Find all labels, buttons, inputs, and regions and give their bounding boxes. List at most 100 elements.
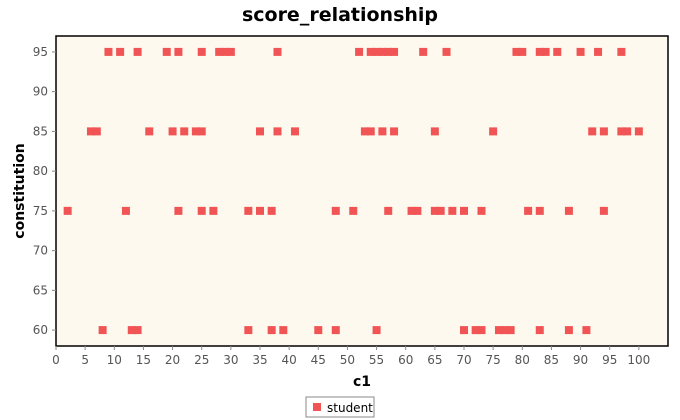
data-point [594,47,603,56]
data-point [197,47,206,56]
x-tick-label: 60 [398,353,413,367]
data-point [512,47,521,56]
data-point [174,47,183,56]
x-tick-label: 5 [81,353,89,367]
data-point [366,127,375,136]
data-point [116,47,125,56]
y-tick-label: 70 [33,244,48,258]
data-point [518,47,527,56]
data-point [104,47,113,56]
data-point [372,326,381,335]
data-point [349,206,358,215]
x-tick-label: 50 [340,353,355,367]
legend-box [305,396,375,418]
data-point [221,47,230,56]
data-point [378,47,387,56]
data-point [471,326,480,335]
data-point [489,127,498,136]
y-tick-label: 90 [33,85,48,99]
data-point [599,127,608,136]
data-point [535,326,544,335]
data-point [599,206,608,215]
data-point [127,326,136,335]
legend-marker-student [313,403,321,411]
data-point [436,206,445,215]
data-point [477,206,486,215]
data-point [273,47,282,56]
x-axis-label: c1 [353,374,371,390]
x-tick-label: 20 [165,353,180,367]
data-point [506,326,515,335]
data-point [267,326,276,335]
data-point [535,206,544,215]
data-point [477,326,486,335]
x-tick-label: 100 [627,353,650,367]
data-point [360,127,369,136]
x-tick-label: 65 [427,353,442,367]
data-point [617,47,626,56]
data-point [209,206,218,215]
data-point [430,206,439,215]
data-point [331,326,340,335]
legend: student [305,396,375,418]
data-point [576,47,585,56]
data-point [535,47,544,56]
data-point [63,206,72,215]
data-point [256,127,264,136]
data-point [180,127,189,136]
data-point [564,326,573,335]
data-point [634,127,643,136]
data-point [582,326,591,335]
data-point [541,47,550,56]
legend-label-student: student [327,401,373,415]
x-tick-label: 35 [252,353,267,367]
y-tick-label: 85 [33,124,48,138]
data-point [267,206,276,215]
chart-title: score_relationship [242,4,438,26]
data-point [244,326,253,335]
x-tick-label: 80 [515,353,530,367]
data-point [133,326,142,335]
data-point [279,326,288,335]
data-point [121,206,130,215]
data-point [372,47,381,56]
data-point [407,206,416,215]
data-point [524,206,533,215]
data-point [273,127,282,136]
data-point [500,326,509,335]
x-tick-label: 75 [486,353,501,367]
data-point [331,206,340,215]
y-axis-label: constitution [12,143,28,238]
x-axis: 0 5 10 15 20 25 30 35 40 45 50 55 60 65 70 75 80 85 90 95 10… [52,346,650,367]
data-point [430,127,439,136]
x-tick-label: 30 [223,353,238,367]
data-point [256,206,264,215]
x-tick-label: 85 [544,353,559,367]
data-point [460,326,468,335]
data-point [145,127,154,136]
data-point [623,127,632,136]
data-point [174,206,183,215]
y-tick-label: 60 [33,323,48,337]
x-tick-label: 0 [52,353,60,367]
data-point [197,127,206,136]
data-point [290,127,299,136]
data-point [419,47,428,56]
x-tick-label: 90 [573,353,588,367]
data-point [413,206,422,215]
data-point [588,127,597,136]
x-tick-label: 70 [456,353,471,367]
data-point [168,127,177,136]
data-point [162,47,171,56]
x-tick-label: 95 [602,353,617,367]
data-point [390,127,399,136]
data-point [197,206,206,215]
y-axis: 60 65 70 75 80 85 90 95 [33,45,56,337]
data-point [191,127,200,136]
data-point [448,206,457,215]
data-point [226,47,235,56]
data-point [133,47,142,56]
x-tick-label: 40 [282,353,297,367]
x-tick-label: 10 [107,353,122,367]
data-point [215,47,224,56]
